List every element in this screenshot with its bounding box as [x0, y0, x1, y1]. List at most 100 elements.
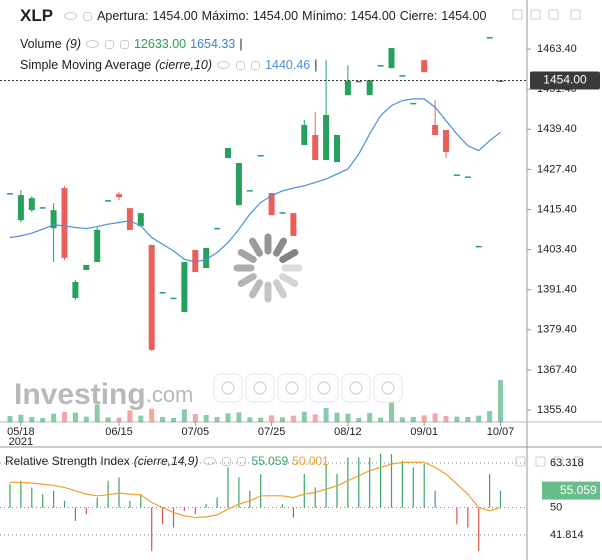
candle-body: [388, 48, 395, 69]
loading-spinner: [237, 273, 257, 287]
watermark: Investing.com: [14, 378, 193, 411]
candle-body: [116, 194, 122, 198]
rsi-value-label: 55.059: [560, 483, 597, 497]
candle-body: [50, 210, 57, 229]
candle-body: [17, 195, 24, 221]
volume-bar: [487, 411, 493, 422]
rsi-value: 55.059: [251, 454, 289, 468]
toolbar-button[interactable]: [277, 373, 307, 403]
ohlc-label: Máximo:: [201, 9, 249, 23]
candle-body: [126, 208, 133, 230]
window-icon[interactable]: [530, 9, 541, 20]
settings-icon[interactable]: [83, 11, 93, 21]
candle-body: [475, 245, 482, 248]
window-icon[interactable]: [548, 9, 559, 20]
volume-bar: [247, 417, 253, 422]
volume-bar: [312, 414, 318, 422]
loading-spinner: [279, 249, 299, 263]
toolbar-button[interactable]: [213, 373, 243, 403]
volume-bar: [236, 412, 242, 422]
settings-icon[interactable]: [222, 456, 232, 466]
loading-spinner: [249, 279, 263, 299]
volume-bar: [454, 416, 460, 422]
ohlc-value: 1454.00: [252, 9, 299, 23]
volume-bar: [280, 417, 285, 422]
toolbar-button[interactable]: [245, 373, 275, 403]
candle-body: [301, 124, 308, 146]
y-tick-label: 1379.40: [537, 324, 577, 336]
volume-bar: [399, 417, 405, 422]
toolbar-icon: [285, 381, 299, 395]
volume-bar: [269, 415, 275, 422]
ohlc-value: 1454.00: [441, 9, 487, 23]
volume-bar: [149, 408, 155, 422]
symbol: XLP: [20, 6, 54, 25]
eye-icon[interactable]: [64, 12, 78, 20]
candle-body: [377, 65, 384, 67]
candle-body: [290, 213, 297, 236]
rsi-window-icon[interactable]: [553, 456, 564, 467]
separator: |: [314, 58, 318, 72]
x-tick-label: 07/25: [258, 426, 286, 438]
candle-body: [7, 193, 13, 195]
close-icon[interactable]: [237, 456, 247, 466]
volume-bar: [83, 416, 89, 422]
candle-body: [170, 297, 177, 300]
candle-body: [421, 60, 428, 73]
candle-body: [192, 249, 199, 272]
y-tick-label: 1391.40: [537, 284, 577, 296]
rsi-legend: Relative Strength Index (cierre,14,9) 55.…: [5, 454, 329, 468]
eye-icon[interactable]: [217, 61, 231, 69]
volume-bar: [389, 402, 394, 422]
separator: |: [239, 37, 243, 51]
volume-bar: [18, 414, 24, 422]
y-tick-label: 1463.40: [537, 43, 577, 55]
rsi-tick-label: 63.318: [550, 457, 584, 469]
rsi-name: Relative Strength Index: [5, 454, 130, 468]
signal-value: 50.001: [292, 454, 329, 468]
candle-body: [159, 292, 166, 294]
rsi-window-icon[interactable]: [515, 456, 526, 467]
volume-bar: [356, 418, 362, 422]
eye-icon[interactable]: [85, 40, 99, 48]
volume-bar: [334, 412, 340, 422]
volume-bar: [432, 413, 438, 422]
settings-icon[interactable]: [236, 60, 246, 70]
volume-bar: [465, 417, 471, 422]
loading-spinner: [273, 279, 287, 299]
volume-bar: [105, 417, 111, 422]
candle-body: [464, 176, 471, 178]
candle-body: [432, 124, 439, 135]
rsi-tick-label: 41.814: [550, 529, 584, 541]
y-tick-label: 1439.40: [537, 123, 577, 135]
eye-icon[interactable]: [203, 457, 217, 465]
candle-body: [137, 213, 144, 227]
volume-bar: [192, 414, 198, 422]
volume-bar: [498, 380, 503, 422]
settings-icon[interactable]: [104, 39, 114, 49]
volume-bar: [214, 417, 220, 422]
candle-body: [105, 200, 112, 202]
close-icon[interactable]: [251, 60, 261, 70]
toolbar-button[interactable]: [341, 373, 371, 403]
y-tick-label: 1355.40: [537, 404, 577, 416]
toolbar-button[interactable]: [309, 373, 339, 403]
candle-body: [366, 80, 373, 96]
window-icon[interactable]: [570, 9, 581, 20]
close-icon[interactable]: [119, 39, 129, 49]
sma-line: [9, 98, 501, 263]
candle-body: [39, 207, 46, 209]
candle-body: [148, 244, 155, 350]
rsi-window-icon[interactable]: [573, 456, 584, 467]
toolbar-button[interactable]: [373, 373, 403, 403]
loading-spinner: [249, 237, 263, 257]
window-icon[interactable]: [512, 9, 523, 20]
rsi-window-icon[interactable]: [535, 456, 546, 467]
candle-body: [268, 193, 275, 216]
volume-bar: [181, 409, 187, 422]
volume-name: Volume: [20, 37, 62, 51]
candle-body: [83, 264, 90, 270]
candle-body: [453, 174, 460, 176]
volume-ma-value: 1654.33: [190, 37, 236, 51]
